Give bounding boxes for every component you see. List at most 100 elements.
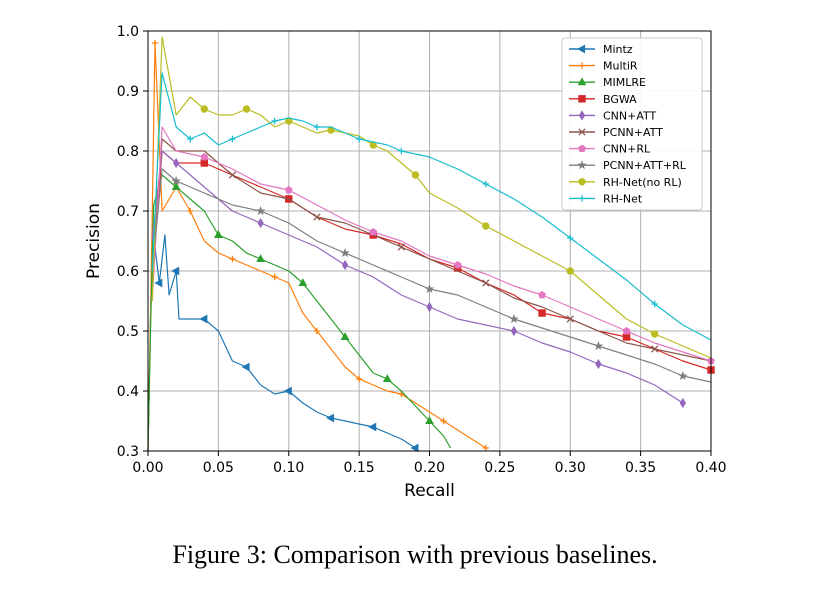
series-marker xyxy=(171,182,181,191)
legend-label: MultiR xyxy=(603,60,638,73)
x-tick-label: 0.10 xyxy=(273,460,304,476)
series-marker xyxy=(577,160,587,170)
legend-label: BGWA xyxy=(603,93,637,106)
series-marker xyxy=(593,341,604,351)
series-marker xyxy=(424,284,435,294)
series-marker xyxy=(577,44,586,54)
legend-entry: PCNN+ATT+RL xyxy=(569,159,687,172)
series-marker xyxy=(241,362,250,372)
series-marker xyxy=(313,213,321,221)
series-marker xyxy=(578,95,586,103)
legend-entry: MIMLRE xyxy=(569,76,646,89)
series-marker xyxy=(678,371,688,381)
legend-label: CNN+ATT xyxy=(603,109,657,122)
x-tick-label: 0.05 xyxy=(203,460,234,476)
x-tick-label: 0.00 xyxy=(132,460,163,476)
series-marker xyxy=(411,171,420,179)
series-marker xyxy=(425,416,434,425)
series-marker xyxy=(173,157,180,169)
series-marker xyxy=(595,358,602,370)
series-marker xyxy=(187,135,194,143)
series-marker xyxy=(368,422,377,432)
series-line xyxy=(151,72,712,341)
series-marker xyxy=(482,279,490,287)
y-tick-label: 0.7 xyxy=(117,204,139,220)
legend-entry: CNN+ATT xyxy=(569,109,657,122)
legend-label: PCNN+ATT xyxy=(603,126,663,139)
series-marker xyxy=(482,222,490,230)
legend-label: CNN+RL xyxy=(603,143,651,156)
x-tick-label: 0.40 xyxy=(695,460,726,476)
series-marker xyxy=(171,176,181,186)
series-marker xyxy=(214,230,223,239)
series-marker xyxy=(283,386,292,396)
series-marker xyxy=(199,314,208,324)
series-marker xyxy=(313,327,321,335)
series-marker xyxy=(538,309,546,317)
series-marker xyxy=(271,117,278,125)
x-tick-label: 0.35 xyxy=(625,460,656,476)
series-marker xyxy=(369,227,378,236)
series-multir xyxy=(147,39,489,452)
y-tick-label: 0.5 xyxy=(117,324,139,340)
series-marker xyxy=(255,206,266,216)
series-line xyxy=(151,150,684,404)
series-marker xyxy=(578,144,586,152)
figure-caption: Figure 3: Comparison with previous basel… xyxy=(172,540,658,569)
y-tick-label: 0.8 xyxy=(117,144,139,160)
series-marker xyxy=(382,374,392,383)
legend-entry: PCNN+ATT xyxy=(569,126,663,139)
series-line xyxy=(151,126,712,362)
series-marker xyxy=(355,375,363,383)
y-tick-label: 0.3 xyxy=(117,444,139,460)
series-marker xyxy=(154,278,163,288)
x-axis-label: Recall xyxy=(404,481,455,501)
series-marker xyxy=(151,39,159,47)
series-marker xyxy=(538,290,547,299)
legend-label: RH-Net xyxy=(603,192,643,205)
series-marker xyxy=(577,77,587,86)
series-lines xyxy=(147,36,715,453)
series-marker xyxy=(228,171,237,179)
legend-box xyxy=(561,37,703,211)
series-marker xyxy=(566,267,574,275)
series-rh-net xyxy=(151,72,712,341)
series-marker xyxy=(509,314,519,324)
series-cnn-att xyxy=(151,150,686,409)
series-marker xyxy=(355,135,363,143)
legend-label: Mintz xyxy=(603,43,633,56)
series-marker xyxy=(622,333,631,341)
legend-entry: BGWA xyxy=(569,93,637,106)
legend-label: MIMLRE xyxy=(603,76,646,89)
series-marker xyxy=(313,123,321,131)
series-marker xyxy=(426,301,433,313)
series-marker xyxy=(482,444,489,452)
series-marker xyxy=(200,152,209,161)
legend-label: RH-Net(no RL) xyxy=(603,176,682,189)
series-mintz xyxy=(147,234,419,453)
series-marker xyxy=(200,105,209,113)
legend-entry: RH-Net xyxy=(569,192,643,205)
x-tick-label: 0.15 xyxy=(344,460,375,476)
series-mimlre xyxy=(147,174,452,452)
legend-label: PCNN+ATT+RL xyxy=(603,159,687,172)
series-marker xyxy=(398,147,405,155)
x-tick-label: 0.25 xyxy=(484,460,515,476)
series-marker xyxy=(651,345,659,353)
y-tick-label: 0.4 xyxy=(117,384,139,400)
series-marker xyxy=(242,105,251,113)
series-marker xyxy=(566,315,574,323)
series-marker xyxy=(284,185,293,194)
series-marker xyxy=(622,326,631,335)
series-marker xyxy=(453,260,462,269)
series-marker xyxy=(200,159,209,167)
pr-curve-chart: 0.00 0.05 0.10 0.15 0.20 0.25 0.30 0.35 0.40 0.3 0… xyxy=(84,24,727,501)
series-line xyxy=(151,150,712,371)
axes: 0.00 0.05 0.10 0.15 0.20 0.25 0.30 0.35 0.40 0.3 0… xyxy=(117,24,727,476)
series-marker xyxy=(578,110,586,121)
series-marker xyxy=(171,266,180,276)
series-marker xyxy=(510,325,518,337)
series-marker xyxy=(256,254,265,263)
series-marker xyxy=(229,255,236,263)
series-marker xyxy=(271,273,278,281)
